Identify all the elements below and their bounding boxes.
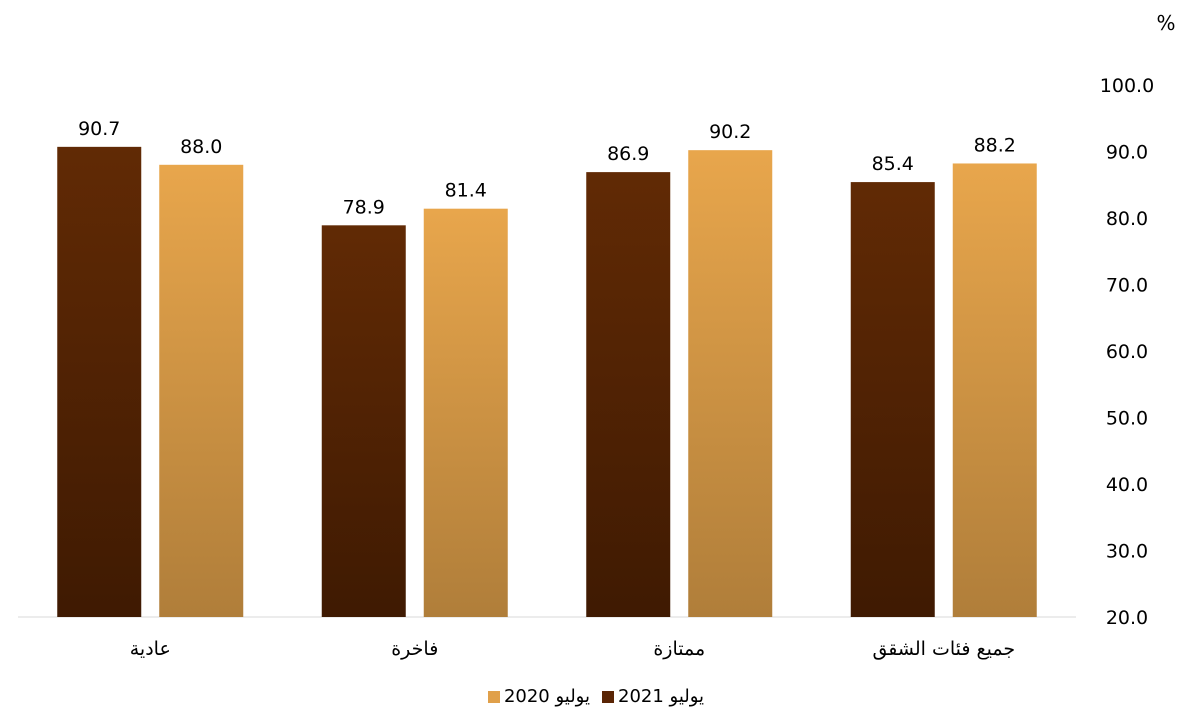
legend-swatch-2020: [487, 690, 500, 703]
y-tick-label: 30.0: [1106, 541, 1148, 563]
y-tick-label: 40.0: [1106, 474, 1148, 496]
bar-2020: [423, 208, 508, 617]
bar-2021: [586, 172, 671, 618]
y-tick-label: 80.0: [1106, 208, 1148, 230]
bar-2021: [321, 225, 406, 617]
y-tick-label: 20.0: [1106, 607, 1148, 629]
data-label: 78.9: [343, 196, 385, 218]
data-label: 81.4: [445, 180, 487, 202]
category-label: جميع فئات الشقق: [872, 638, 1015, 660]
bar-2021: [850, 182, 935, 617]
legend-label-2021: يوليو 2021: [618, 686, 705, 707]
y-tick-label: 50.0: [1106, 408, 1148, 430]
bar-2020: [952, 163, 1037, 617]
bar-chart: % 20.0 30.0 40.0 50.0 60.0 70.0 80.0 90.0 100.0 85…: [18, 11, 1176, 660]
data-label: 90.2: [709, 121, 751, 143]
category-label: فاخرة: [391, 638, 438, 660]
unit-label: %: [1156, 11, 1175, 35]
category-label: ممتازة: [653, 638, 705, 660]
legend-item-2021: يوليو 2021: [602, 686, 704, 707]
legend-swatch-2021: [602, 690, 614, 703]
y-tick-label: 70.0: [1106, 275, 1148, 297]
legend: يوليو 2021 يوليو 2020: [0, 686, 1192, 707]
bar-2020: [159, 164, 244, 618]
legend-label-2020: يوليو 2020: [503, 686, 590, 707]
y-tick-label: 60.0: [1106, 341, 1148, 363]
y-tick-label: 90.0: [1106, 142, 1148, 164]
bar-2020: [688, 150, 773, 618]
data-label: 86.9: [607, 143, 649, 165]
data-label: 90.7: [78, 118, 120, 140]
data-label: 88.0: [180, 136, 222, 158]
category-label: عادية: [130, 638, 171, 660]
data-label: 85.4: [872, 153, 914, 175]
y-tick-label: 100.0: [1100, 75, 1154, 97]
bar-2021: [57, 146, 142, 617]
legend-item-2020: يوليو 2020: [487, 686, 590, 707]
data-label: 88.2: [974, 134, 1016, 156]
